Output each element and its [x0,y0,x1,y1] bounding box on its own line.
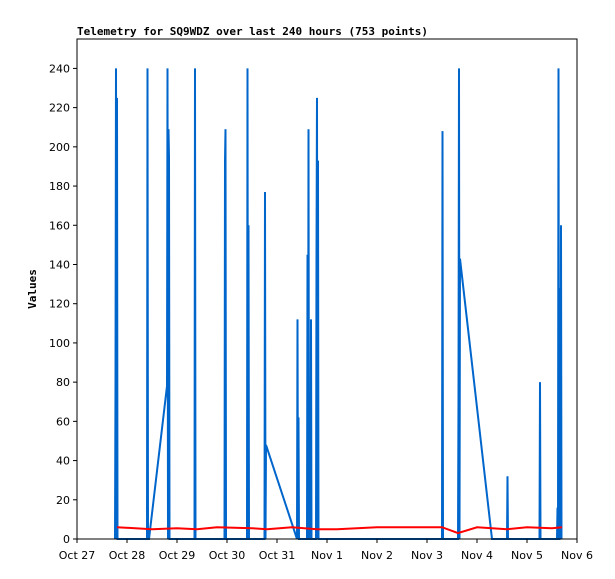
x-axis-ticks: Oct 27 Oct 28 Oct 29 Oct 30 Oct 31 Nov 1 Nov 2… [59,539,593,562]
y-tick-label: 120 [49,298,70,311]
x-tick-label: Oct 27 [59,549,96,562]
y-tick-label: 100 [49,337,70,350]
y-axis-title: Values [26,269,39,309]
y-tick-label: 220 [49,102,70,115]
chart-title: Telemetry for SQ9WDZ over last 240 hours… [77,25,428,38]
y-tick-label: 40 [56,455,70,468]
x-tick-label: Nov 5 [511,549,543,562]
x-tick-label: Oct 31 [259,549,296,562]
x-tick-label: Nov 2 [361,549,393,562]
x-tick-label: Oct 30 [209,549,246,562]
y-tick-label: 80 [56,376,70,389]
x-tick-label: Nov 4 [461,549,493,562]
x-tick-label: Oct 29 [159,549,196,562]
x-tick-label: Nov 1 [311,549,343,562]
y-tick-label: 60 [56,415,70,428]
y-axis-ticks: 0 20 40 60 80 100 120 140 160 180 200 220 240 [49,62,77,546]
y-tick-label: 20 [56,494,70,507]
y-tick-label: 140 [49,258,70,271]
series-line-red [116,526,563,535]
x-tick-label: Nov 6 [561,549,593,562]
x-tick-label: Nov 3 [411,549,443,562]
x-tick-label: Oct 28 [109,549,146,562]
y-tick-label: 160 [49,219,70,232]
y-tick-label: 240 [49,62,70,75]
y-tick-label: 200 [49,141,70,154]
y-tick-label: 0 [63,533,70,546]
y-tick-label: 180 [49,180,70,193]
